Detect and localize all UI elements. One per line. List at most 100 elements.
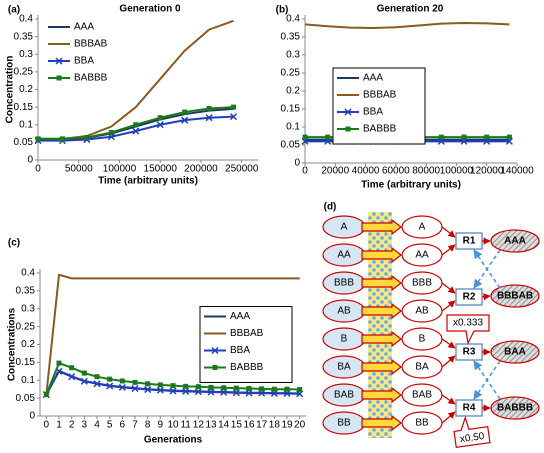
- y-tick-label: 0: [27, 155, 33, 166]
- transport-arrow: [361, 386, 402, 404]
- data-point: [245, 389, 253, 397]
- data-point: [94, 374, 100, 380]
- data-point: [133, 122, 139, 128]
- product-label: BABBB: [497, 403, 533, 414]
- x-tick-label: 13: [205, 420, 217, 431]
- legend-marker: [55, 57, 63, 65]
- y-tick-label: 0.3: [19, 49, 33, 60]
- multiplier-label: x0.50: [459, 431, 485, 445]
- data-point: [43, 392, 49, 398]
- legend-label: AAA: [363, 73, 383, 84]
- data-point: [246, 385, 252, 391]
- data-point: [271, 386, 277, 392]
- membrane: [368, 212, 392, 438]
- data-point: [157, 382, 163, 388]
- legend-label: BBA: [74, 56, 94, 67]
- y-tick-label: 0.4: [21, 268, 35, 279]
- x-tick-label: 80000: [412, 166, 440, 177]
- y-tick-label: 0.35: [281, 32, 301, 43]
- x-tick-label: 8: [145, 420, 151, 431]
- x-tick-label: 15: [231, 420, 243, 431]
- legend-marker: [212, 365, 218, 370]
- data-point: [157, 115, 163, 121]
- x-tick-label: 100000: [103, 164, 137, 175]
- data-point: [194, 388, 202, 396]
- data-point: [207, 388, 215, 396]
- data-point: [231, 104, 237, 110]
- outer-species-label: BAB: [334, 390, 354, 401]
- x-tick-label: 20: [294, 420, 306, 431]
- x-tick-label: 140000: [500, 166, 534, 177]
- x-tick-label: 17: [256, 420, 268, 431]
- legend-marker: [345, 126, 351, 132]
- chart-title: Generation 0: [119, 4, 181, 15]
- transport-arrow: [361, 246, 402, 264]
- callout: [446, 314, 490, 345]
- reactant-arrow: [441, 411, 456, 424]
- inner-species-label: A: [419, 222, 426, 233]
- inner-species-label: AA: [415, 250, 429, 261]
- legend-label: BBA: [363, 107, 383, 118]
- inner-species-label: BAB: [412, 390, 432, 401]
- feedback-arrow: [473, 249, 501, 289]
- product-label: BBBAB: [497, 291, 533, 302]
- y-tick-label: 0.25: [281, 68, 301, 79]
- y-tick-label: 0.25: [14, 67, 34, 78]
- reactant-arrow: [441, 394, 456, 405]
- y-tick-label: 0.15: [14, 102, 34, 113]
- y-tick-label: 0.3: [21, 303, 35, 314]
- legend-label: BABBB: [363, 124, 397, 135]
- data-point: [81, 370, 87, 376]
- legend-label: BABBB: [230, 362, 264, 373]
- data-point: [56, 360, 62, 366]
- y-tick-label: 0: [29, 411, 35, 422]
- data-point: [145, 381, 151, 387]
- y-tick-label: 0.1: [19, 119, 33, 130]
- outer-species-label: BA: [337, 362, 351, 373]
- data-point: [131, 384, 139, 393]
- transport-arrow: [361, 414, 402, 432]
- x-tick-label: 50000: [65, 164, 93, 175]
- y-axis-title: Concentrations: [7, 307, 18, 381]
- legend-label: BBBAB: [230, 328, 264, 339]
- data-point: [233, 385, 239, 391]
- y-tick-label: 0.05: [281, 140, 301, 151]
- y-tick-label: 0.3: [286, 50, 300, 61]
- data-point: [35, 136, 41, 142]
- panel-label: (c): [8, 238, 20, 249]
- data-point: [108, 130, 114, 136]
- x-tick-label: 6: [120, 420, 126, 431]
- data-point: [230, 113, 238, 121]
- legend-label: BBA: [230, 345, 250, 356]
- x-tick-label: 4: [94, 420, 100, 431]
- transport-arrow: [361, 274, 402, 292]
- legend-marker: [211, 346, 219, 355]
- y-tick-label: 0.15: [16, 357, 36, 368]
- y-tick-label: 0.25: [16, 321, 36, 332]
- feedback-arrow: [473, 360, 501, 400]
- x-tick-label: 7: [132, 420, 138, 431]
- data-point: [69, 365, 75, 371]
- data-point: [118, 383, 126, 391]
- data-point: [232, 389, 240, 397]
- legend-label: AAA: [230, 311, 250, 322]
- data-point: [182, 109, 188, 115]
- reaction-label: R4: [463, 403, 476, 414]
- x-tick-label: 11: [180, 420, 191, 431]
- y-tick-label: 0.1: [21, 375, 35, 386]
- data-point: [259, 386, 265, 392]
- data-point: [181, 116, 189, 124]
- callout: [453, 415, 491, 448]
- data-point: [80, 377, 88, 385]
- reactant-arrow: [441, 226, 456, 238]
- transport-arrow: [361, 330, 402, 348]
- data-point: [132, 127, 140, 135]
- product: [490, 284, 540, 308]
- x-axis-title: Time (arbitrary units): [98, 176, 198, 187]
- x-tick-label: 3: [82, 420, 88, 431]
- x-tick-label: 0: [302, 166, 308, 177]
- x-tick-label: 200000: [184, 164, 218, 175]
- product-label: BAA: [504, 347, 526, 358]
- data-point: [221, 385, 227, 391]
- x-tick-label: 12: [193, 420, 205, 431]
